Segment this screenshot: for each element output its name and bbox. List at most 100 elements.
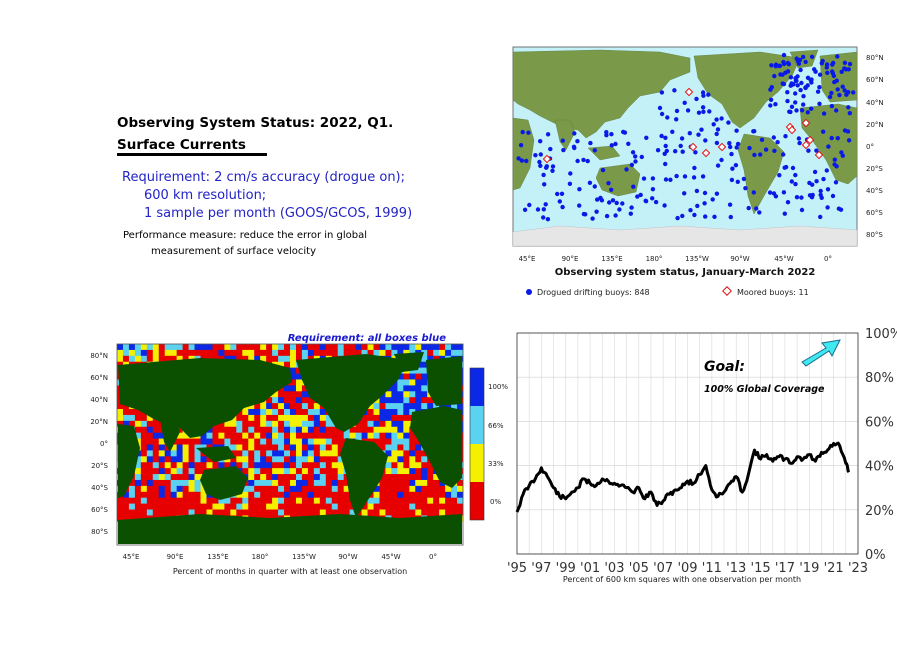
coverage-cell	[134, 403, 142, 410]
coverage-cell	[230, 497, 237, 504]
coverage-cell	[439, 479, 446, 487]
coverage-cell	[349, 462, 356, 469]
coverage-cell	[254, 450, 261, 457]
coverage-cell	[128, 479, 136, 487]
coverage-cell	[212, 491, 219, 498]
coverage-cell	[224, 355, 231, 363]
coverage-cell	[290, 420, 297, 428]
drifting-buoy-dot	[844, 92, 849, 97]
coverage-cell	[415, 497, 422, 504]
coverage-cell	[158, 367, 166, 374]
coverage-cell	[188, 456, 195, 463]
coverage-cell	[415, 479, 422, 487]
coverage-cell	[415, 373, 422, 380]
coverage-cell	[236, 426, 243, 433]
coverage-cell	[146, 497, 154, 504]
coverage-cell	[248, 426, 255, 433]
coverage-cell	[313, 409, 321, 416]
coverage-cell	[391, 414, 398, 422]
coverage-cell	[319, 503, 327, 510]
coverage-lat-label: 40°N	[90, 396, 108, 404]
coverage-cell	[415, 344, 422, 351]
drifting-buoy-dot	[803, 85, 808, 91]
coverage-cell	[242, 344, 249, 351]
coverage-cell	[194, 397, 201, 404]
coverage-cell	[254, 485, 261, 493]
drifting-buoy-dot	[785, 90, 790, 95]
drifting-buoy-dot	[782, 165, 787, 170]
coverage-cell	[409, 361, 416, 368]
coverage-cell	[146, 403, 154, 410]
coverage-cell	[361, 409, 368, 416]
drifting-buoy-dot	[810, 182, 815, 187]
coverage-cell	[457, 414, 464, 422]
drifting-buoy-dot	[650, 187, 656, 192]
coverage-cell	[230, 391, 237, 398]
coverage-cell	[427, 444, 434, 451]
coverage-cell	[242, 479, 249, 487]
x-tick-label: '03	[604, 561, 624, 576]
coverage-cell	[319, 420, 327, 428]
coverage-cell	[122, 397, 130, 404]
coverage-cell	[331, 373, 339, 380]
coverage-cell	[337, 385, 344, 392]
coverage-cell	[313, 438, 321, 445]
coverage-cell	[117, 426, 124, 433]
drifting-buoy-dot	[846, 105, 851, 110]
coverage-cell	[278, 409, 285, 416]
line-chart-frame	[516, 332, 859, 555]
coverage-cell	[200, 355, 207, 363]
y-tick-label: 40%	[865, 460, 894, 475]
coverage-cell	[140, 373, 148, 380]
coverage-cell	[188, 373, 195, 380]
coverage-cell	[409, 438, 416, 445]
drifting-buoy-dot	[847, 61, 853, 67]
coverage-cell	[224, 503, 231, 510]
coverage-cell	[218, 491, 225, 498]
coverage-cell	[122, 515, 130, 522]
coverage-cell	[248, 373, 255, 380]
coverage-cell	[146, 426, 154, 433]
coverage-cell	[397, 491, 404, 498]
coverage-cell	[445, 462, 452, 469]
drifting-buoy-dot	[583, 212, 588, 217]
coverage-cell	[164, 373, 171, 380]
coverage-cell	[349, 397, 356, 404]
coverage-cell	[367, 474, 374, 481]
drifting-buoy-dot	[741, 176, 747, 182]
coverage-cell	[182, 403, 189, 410]
coverage-cell	[212, 474, 219, 481]
coverage-cell	[403, 397, 410, 404]
drifting-buoy-dot	[630, 150, 636, 155]
coverage-cell	[313, 491, 321, 498]
moored-buoy-marker	[801, 140, 811, 150]
coverage-cell	[301, 391, 309, 398]
coverage-cell	[451, 420, 458, 428]
drifting-buoy-dot	[727, 202, 733, 207]
coverage-cell	[170, 361, 177, 368]
x-tick-label: '17	[775, 561, 795, 576]
drifting-buoy-dot	[809, 80, 814, 85]
coverage-cell	[122, 391, 130, 398]
coverage-cell	[343, 456, 350, 463]
line-chart-grid	[516, 332, 859, 555]
coverage-cell	[128, 349, 136, 357]
coverage-cell	[313, 468, 321, 475]
coverage-cell	[170, 432, 177, 439]
coverage-cell	[260, 444, 267, 451]
coverage-cell	[295, 355, 303, 363]
coverage-cell	[122, 361, 130, 368]
coverage-cell	[451, 515, 458, 522]
coverage-cell	[254, 379, 261, 386]
coverage-cell	[260, 438, 267, 445]
coverage-cell	[242, 509, 249, 516]
coverage-cell	[206, 379, 213, 386]
coverage-cell	[188, 438, 195, 445]
coverage-cell	[343, 391, 350, 398]
coverage-cell	[218, 438, 225, 445]
coverage-cell	[439, 373, 446, 380]
coverage-cell	[188, 515, 195, 522]
coverage-cell	[152, 373, 160, 380]
coverage-cell	[194, 385, 201, 392]
coverage-cell	[397, 444, 404, 451]
